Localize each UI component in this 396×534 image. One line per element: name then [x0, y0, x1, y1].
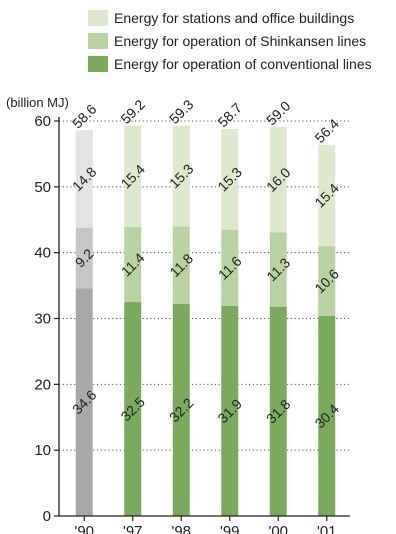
bar-segment-conventional [221, 305, 239, 516]
data-label: 32.5 [117, 394, 148, 425]
legend-label-conventional: Energy for operation of conventional lin… [114, 56, 372, 72]
total-label: 59.2 [117, 96, 148, 127]
bar-segment-conventional [172, 304, 190, 516]
legend-swatch-conventional [88, 56, 108, 72]
grid-lines [59, 120, 350, 451]
data-label: 11.3 [263, 254, 293, 284]
legend-label-stations: Energy for stations and office buildings [114, 10, 355, 26]
total-label: 56.4 [311, 115, 342, 146]
y-tick-label: 50 [34, 179, 51, 196]
y-tick-label: 40 [34, 245, 51, 262]
bars: 34.6 9.2 14.8 58.6 32.5 11.4 15.4 59.2 32.2 11.8 1… [69, 96, 342, 516]
x-tick-label: '90 [74, 523, 94, 534]
bar-segment-shinkansen [124, 226, 142, 303]
data-label: 11.4 [118, 249, 148, 279]
legend-swatch-stations [88, 10, 108, 26]
data-label: 34.6 [69, 387, 100, 418]
total-label: 58.6 [69, 101, 100, 132]
y-tick-label: 20 [34, 376, 51, 393]
bar-segment-shinkansen [75, 227, 93, 289]
bar-segment-conventional [124, 302, 142, 516]
legend-item-stations: Energy for stations and office buildings [88, 8, 372, 28]
bar-segment-shinkansen [269, 232, 287, 307]
x-tick-label: '99 [220, 523, 240, 534]
data-label: 9.2 [72, 245, 97, 270]
total-label: 59.3 [166, 96, 197, 127]
x-axis-ticks: '90 '97 '98 '99 '00 '01 [74, 516, 337, 534]
legend-swatch-shinkansen [88, 33, 108, 49]
data-label: 14.8 [69, 163, 100, 194]
bar-segment-stations [172, 125, 190, 227]
x-tick-label: '00 [268, 523, 288, 534]
y-tick-label: 60 [34, 113, 51, 130]
data-label: 11.6 [215, 253, 245, 283]
data-label: 32.2 [166, 395, 197, 426]
bar-segment-stations [124, 125, 142, 227]
axes [58, 117, 350, 517]
y-axis-unit-label: (billion MJ) [6, 95, 69, 110]
y-tick-label: 30 [34, 311, 51, 328]
legend: Energy for stations and office buildings… [88, 8, 372, 77]
data-label: 10.6 [311, 266, 342, 297]
x-tick-label: '98 [171, 523, 191, 534]
data-label: 31.8 [263, 396, 294, 427]
bar-segment-stations [75, 130, 93, 228]
x-tick-label: '97 [123, 523, 143, 534]
data-label: 16.0 [263, 164, 294, 195]
legend-item-shinkansen: Energy for operation of Shinkansen lines [88, 31, 372, 51]
data-label: 15.4 [311, 180, 342, 211]
legend-item-conventional: Energy for operation of conventional lin… [88, 54, 372, 74]
bar-segment-stations [318, 144, 336, 247]
y-tick-label: 0 [43, 508, 51, 525]
bar-segment-conventional [75, 288, 93, 516]
x-tick-label: '01 [317, 523, 337, 534]
total-label: 58.7 [214, 99, 245, 130]
bar-segment-conventional [269, 306, 287, 516]
bar-segment-stations [269, 126, 287, 233]
data-label: 15.3 [214, 164, 245, 195]
y-axis-ticks: 0 10 20 30 40 50 60 [34, 113, 59, 525]
bar-segment-shinkansen [172, 226, 190, 305]
bar-segment-stations [221, 128, 239, 230]
legend-label-shinkansen: Energy for operation of Shinkansen lines [114, 33, 367, 49]
data-label: 31.9 [214, 396, 245, 427]
data-label: 30.4 [311, 400, 342, 431]
bar-segment-shinkansen [318, 246, 336, 316]
data-label: 11.8 [166, 250, 196, 280]
y-tick-label: 10 [34, 442, 51, 459]
total-label: 59.0 [263, 97, 294, 128]
bar-segment-shinkansen [221, 229, 239, 306]
bar-segment-conventional [318, 315, 336, 516]
